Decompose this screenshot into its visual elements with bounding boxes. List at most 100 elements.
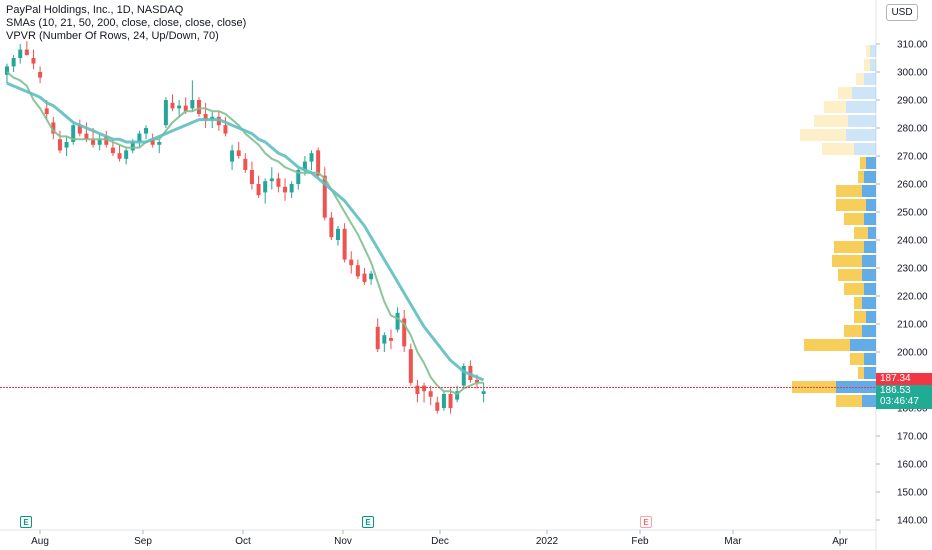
volume-profile-down-bar (858, 367, 864, 379)
candle-body (190, 100, 195, 109)
candle-body (31, 58, 36, 64)
candle-body (196, 100, 201, 114)
candle-body (97, 139, 102, 145)
candle-body (362, 273, 367, 282)
candle-body (289, 184, 294, 193)
candle-body (309, 153, 314, 162)
volume-profile-up-bar (864, 171, 876, 183)
last-price-tag: 187.34 (876, 373, 932, 386)
volume-profile-down-bar (822, 143, 854, 155)
candle-body (44, 108, 49, 114)
time-tick-label: 2022 (536, 536, 559, 547)
candle-body (104, 136, 109, 145)
candle-body (230, 150, 235, 162)
candle-body (428, 391, 433, 397)
price-tick-label: 300.00 (897, 68, 928, 79)
candle-body (441, 394, 446, 408)
volume-profile-down-bar (850, 353, 864, 365)
volume-profile-up-bar (862, 395, 876, 407)
volume-profile-up-bar (862, 297, 876, 309)
candle-body (408, 349, 413, 383)
volume-profile-down-bar (864, 59, 870, 71)
candle-body (375, 326, 380, 350)
price-tick-label: 160.00 (897, 460, 928, 471)
price-tick-label: 280.00 (897, 124, 928, 135)
candle-body (481, 391, 486, 394)
candle-body (57, 139, 62, 151)
candle-body (249, 170, 254, 184)
volume-profile-up-bar (864, 213, 876, 225)
candle-body (455, 391, 460, 400)
candle-body (144, 128, 149, 134)
earnings-event-icon[interactable]: E (640, 516, 652, 528)
candle-body (349, 259, 354, 266)
volume-profile-down-bar (814, 115, 848, 127)
candle-body (422, 385, 427, 392)
time-tick-label: Aug (31, 536, 49, 547)
candle-body (11, 58, 16, 67)
volume-profile-down-bar (854, 297, 862, 309)
time-tick-label: Nov (334, 536, 352, 547)
candle-body (355, 265, 360, 277)
candle-body (243, 158, 248, 170)
candle-body (130, 142, 135, 151)
volume-profile-up-bar (864, 241, 876, 253)
price-tick-label: 230.00 (897, 264, 928, 275)
bar-countdown: 03:46:47 (880, 396, 919, 407)
price-tick-label: 240.00 (897, 236, 928, 247)
volume-profile-up-bar (846, 129, 876, 141)
candle-body (402, 318, 407, 347)
volume-profile-up-bar (846, 101, 876, 113)
price-tick-label: 250.00 (897, 208, 928, 219)
volume-profile-up-bar (866, 157, 876, 169)
volume-profile-down-bar (836, 199, 866, 211)
volume-profile-up-bar (850, 339, 876, 351)
earnings-event-icon[interactable]: E (20, 516, 32, 528)
volume-profile-up-bar (862, 255, 876, 267)
candle-body (435, 402, 440, 411)
price-tick-label: 170.00 (897, 432, 928, 443)
candle-body (382, 335, 387, 344)
price-tick-label: 290.00 (897, 96, 928, 107)
time-tick-label: Mar (724, 536, 742, 547)
candle-body (18, 49, 23, 58)
earnings-event-icon[interactable]: E (362, 516, 374, 528)
candle-body (415, 385, 420, 394)
candle-body (177, 105, 182, 109)
sma-line (6, 71, 484, 395)
legend-title: PayPal Holdings, Inc., 1D, NASDAQ (6, 4, 184, 16)
candle-body (71, 125, 76, 142)
volume-profile-up-bar (866, 311, 876, 323)
volume-profile-down-bar (844, 213, 864, 225)
candle-body (448, 394, 453, 408)
price-tick-label: 270.00 (897, 152, 928, 163)
volume-profile-up-bar (866, 199, 876, 211)
volume-profile-down-bar (800, 129, 846, 141)
price-tick-label: 150.00 (897, 488, 928, 499)
volume-profile-up-bar (852, 87, 876, 99)
volume-profile-down-bar (832, 255, 862, 267)
candle-body (223, 125, 228, 134)
candle-body (137, 133, 142, 142)
candle-body (475, 380, 480, 383)
volume-profile-up-bar (854, 143, 876, 155)
price-tick-label: 260.00 (897, 180, 928, 191)
price-tick-label: 200.00 (897, 348, 928, 359)
volume-profile-up-bar (848, 115, 876, 127)
chart-legend: PayPal Holdings, Inc., 1D, NASDAQ SMAs (… (6, 4, 246, 43)
volume-profile-up-bar (868, 227, 876, 239)
volume-profile-down-bar (844, 283, 864, 295)
candle-body (256, 184, 261, 196)
candle-body (236, 150, 241, 156)
price-tick-label: 140.00 (897, 516, 928, 527)
candle-body (283, 186, 288, 193)
volume-profile-up-bar (870, 59, 876, 71)
sma-line (6, 81, 485, 382)
candle-body (124, 150, 129, 159)
currency-button[interactable]: USD (886, 4, 918, 21)
candle-body (316, 150, 321, 176)
volume-profile-down-bar (838, 87, 852, 99)
candle-body (157, 142, 162, 145)
candle-body (296, 170, 301, 184)
